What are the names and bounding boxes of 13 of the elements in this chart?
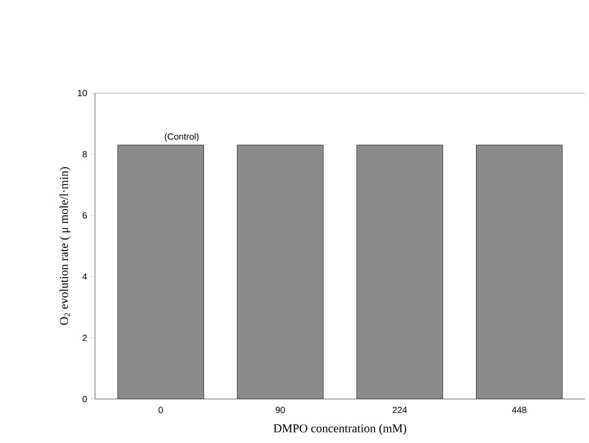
y-tick-label: 4 xyxy=(82,274,87,280)
y-axis-title: O$_{2}$ evolution rate ( μ mole/l·min) xyxy=(60,167,70,325)
x-axis-title: DMPO concentration (mM) xyxy=(274,424,406,435)
y-tick-label: 8 xyxy=(82,151,87,158)
y-tick-label: 2 xyxy=(82,334,87,341)
y-tick-label: 0 xyxy=(82,396,87,402)
x-tick-label: 448 xyxy=(512,406,526,414)
y-tick-label: 10 xyxy=(78,90,87,96)
x-tick-label: 90 xyxy=(276,406,285,414)
x-tick-label: 224 xyxy=(392,406,407,414)
y-tick-label: 6 xyxy=(82,212,87,219)
annotation: (Control) xyxy=(164,133,199,142)
x-tick-label: 0 xyxy=(158,406,163,414)
